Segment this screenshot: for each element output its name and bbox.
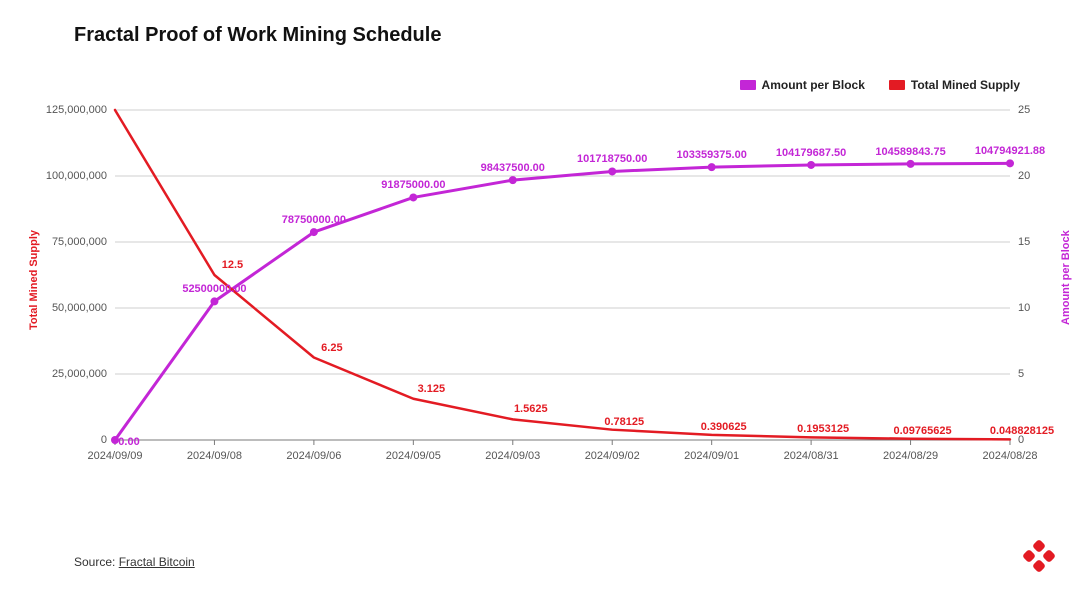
x-tick: 2024/09/03 — [485, 450, 540, 462]
x-tick: 2024/08/28 — [982, 450, 1037, 462]
x-tick: 2024/08/29 — [883, 450, 938, 462]
y-right-tick: 20 — [1018, 170, 1030, 182]
y-left-tick: 25,000,000 — [52, 368, 107, 380]
x-tick: 2024/09/05 — [386, 450, 441, 462]
y-right-tick: 25 — [1018, 104, 1030, 116]
source-prefix: Source: — [74, 555, 115, 569]
source-link[interactable]: Fractal Bitcoin — [119, 555, 195, 569]
purple-data-label: 98437500.00 — [481, 162, 545, 174]
red-data-label: 0.09765625 — [893, 425, 951, 437]
source-attribution: Source: Fractal Bitcoin — [74, 555, 195, 569]
x-tick: 2024/09/01 — [684, 450, 739, 462]
purple-data-label: 91875000.00 — [381, 179, 445, 191]
y-left-tick: 75,000,000 — [52, 236, 107, 248]
red-data-label: 0.390625 — [701, 421, 747, 433]
y-right-tick: 15 — [1018, 236, 1030, 248]
purple-data-label: 104179687.50 — [776, 147, 846, 159]
purple-data-label: 104589843.75 — [875, 146, 945, 158]
purple-data-label: 0.00 — [118, 436, 139, 448]
y-axis-label-left: Total Mined Supply — [28, 230, 40, 330]
y-left-tick: 100,000,000 — [46, 170, 107, 182]
purple-data-label: 52500000.00 — [182, 283, 246, 295]
red-data-label: 12.5 — [222, 259, 243, 271]
purple-data-label: 101718750.00 — [577, 153, 647, 165]
fractal-logo-icon — [1018, 539, 1060, 581]
y-right-tick: 10 — [1018, 302, 1030, 314]
red-data-label: 0.78125 — [604, 416, 644, 428]
y-left-tick: 50,000,000 — [52, 302, 107, 314]
x-tick: 2024/09/06 — [286, 450, 341, 462]
y-left-tick: 0 — [101, 434, 107, 446]
x-tick: 2024/09/09 — [87, 450, 142, 462]
red-data-label: 1.5625 — [514, 403, 548, 415]
chart-plot — [0, 0, 1080, 593]
purple-data-label: 104794921.88 — [975, 145, 1045, 157]
purple-data-label: 103359375.00 — [676, 149, 746, 161]
red-data-label: 6.25 — [321, 342, 342, 354]
red-data-label: 3.125 — [418, 383, 446, 395]
x-tick: 2024/08/31 — [784, 450, 839, 462]
y-axis-label-right: Amount per Block — [1060, 230, 1072, 325]
red-data-label: 0.048828125 — [990, 425, 1054, 437]
x-tick: 2024/09/08 — [187, 450, 242, 462]
purple-data-label: 78750000.00 — [282, 214, 346, 226]
y-right-tick: 5 — [1018, 368, 1024, 380]
x-tick: 2024/09/02 — [585, 450, 640, 462]
red-data-label: 0.1953125 — [797, 423, 849, 435]
y-left-tick: 125,000,000 — [46, 104, 107, 116]
